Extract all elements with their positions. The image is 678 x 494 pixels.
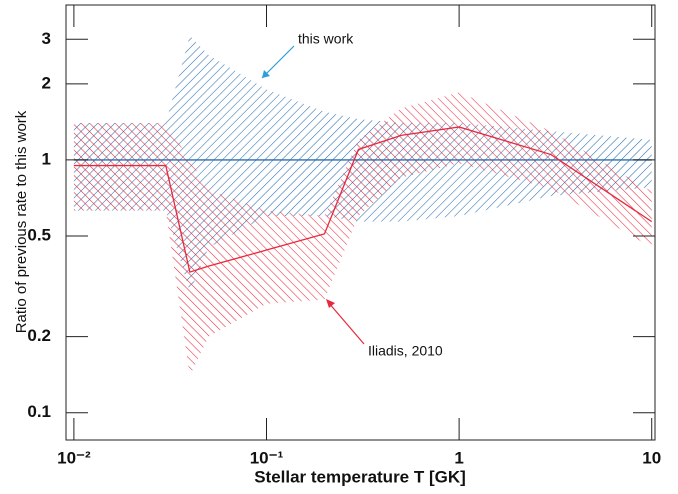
- y-tick-label: 1: [42, 149, 51, 168]
- y-tick-label: 3: [42, 29, 51, 48]
- arrow-head: [262, 70, 270, 78]
- annotation-arrow: [261, 45, 295, 79]
- x-tick-label: 10⁻²: [57, 448, 91, 467]
- x-tick-label: 1: [454, 448, 463, 467]
- annotation: this work: [298, 31, 354, 47]
- x-axis-label: Stellar temperature T [GK]: [254, 467, 466, 486]
- line: [73, 126, 653, 273]
- arrow-head: [326, 299, 335, 308]
- annotation-arrow: [327, 301, 365, 345]
- annotation: Iliadis, 2010: [368, 343, 443, 359]
- x-tick-label: 10: [642, 448, 661, 467]
- y-tick-label: 0.5: [27, 226, 51, 245]
- y-tick-label: 0.1: [27, 402, 51, 421]
- band: [73, 92, 652, 376]
- plot-frame: [65, 4, 656, 441]
- y-axis-label: Ratio of previous rate to this work: [13, 110, 30, 333]
- y-tick-label: 0.2: [27, 326, 51, 345]
- y-tick-label: 2: [42, 73, 51, 92]
- x-tick-label: 10⁻¹: [250, 448, 284, 467]
